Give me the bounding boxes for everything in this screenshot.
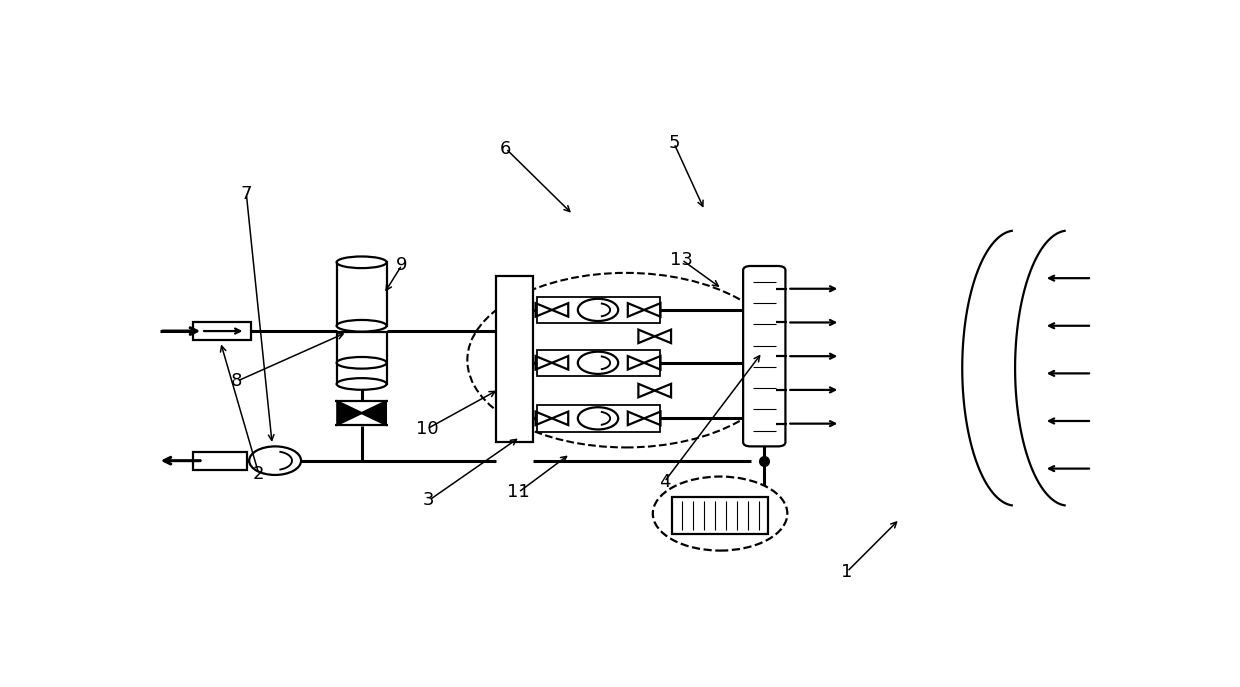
Bar	[193, 322, 250, 340]
Ellipse shape	[336, 256, 387, 268]
Ellipse shape	[336, 357, 387, 369]
Text: 7: 7	[241, 185, 252, 203]
Circle shape	[249, 447, 301, 475]
Bar	[537, 350, 660, 376]
Circle shape	[578, 352, 619, 374]
Text: 11: 11	[507, 484, 529, 502]
Polygon shape	[362, 401, 386, 425]
Circle shape	[652, 477, 787, 550]
Text: 1: 1	[841, 563, 853, 581]
Circle shape	[578, 299, 619, 321]
FancyBboxPatch shape	[743, 266, 785, 447]
Text: 13: 13	[670, 251, 693, 269]
Text: 5: 5	[668, 134, 680, 153]
Text: 2: 2	[253, 465, 264, 483]
Bar	[336, 332, 387, 384]
Bar	[496, 275, 533, 442]
Text: 10: 10	[415, 420, 438, 438]
Bar	[193, 451, 247, 470]
Text: 8: 8	[231, 372, 242, 390]
Text: 4: 4	[658, 473, 670, 491]
Polygon shape	[337, 401, 362, 425]
Bar	[672, 497, 768, 534]
Text: 3: 3	[423, 491, 435, 509]
Bar	[537, 405, 660, 431]
Ellipse shape	[336, 320, 387, 332]
Circle shape	[578, 407, 619, 429]
Text: 6: 6	[500, 139, 511, 157]
Bar	[336, 262, 387, 326]
Ellipse shape	[336, 378, 387, 390]
Bar	[537, 297, 660, 323]
Text: 9: 9	[397, 256, 408, 274]
